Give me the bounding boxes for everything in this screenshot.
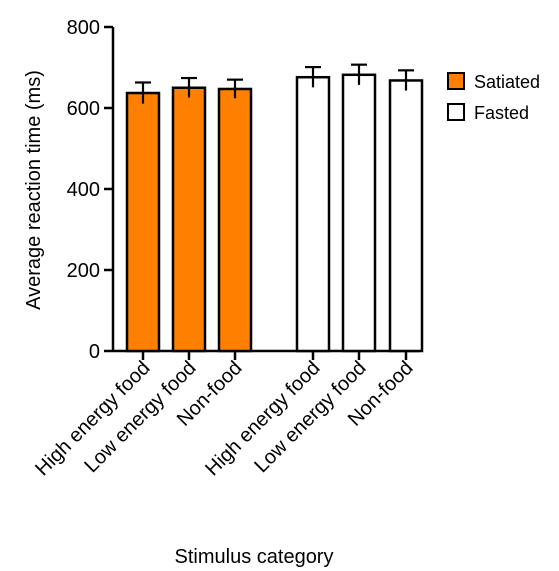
bar [341,73,377,353]
y-tick-label: 800 [67,17,100,39]
bars [125,63,424,353]
x-axis-title: Stimulus category [175,546,334,568]
y-tick-label: 0 [89,341,100,363]
bar [171,86,207,353]
legend-label: Fasted [474,103,529,123]
legend-swatch [447,103,465,121]
legend-label: Satiated [474,72,540,92]
bar [125,91,161,353]
bar [388,79,424,353]
y-axis-title: Average reaction time (ms) [23,70,45,310]
y-tick-label: 200 [67,260,100,282]
y-tick-label: 600 [67,98,100,120]
y-tick-label: 400 [67,179,100,201]
axes: 0 200 400 600 800 [67,17,420,363]
legend: Satiated Fasted [447,72,540,123]
legend-swatch [447,72,465,90]
bar [295,75,331,353]
bar [217,87,253,353]
